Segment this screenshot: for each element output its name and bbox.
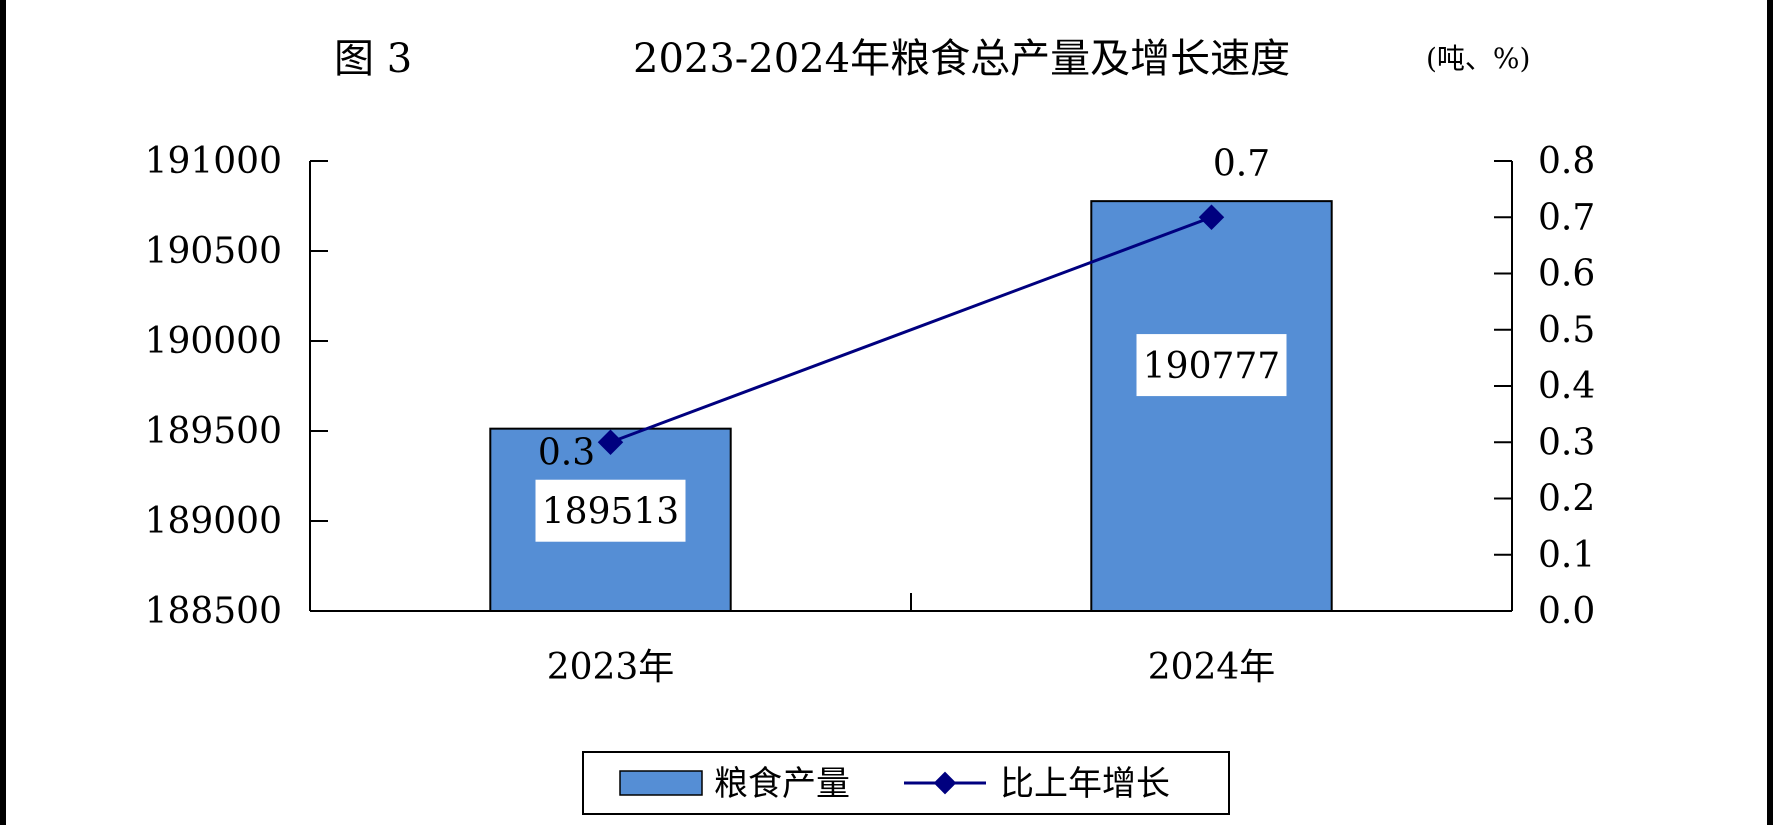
- x-axis-ticks: 2023年 2024年: [547, 593, 1276, 688]
- legend-swatch-marker: [933, 771, 957, 795]
- legend: 粮食产量 比上年增长: [582, 751, 1230, 815]
- left-axis-ticks: 188500 189000 189500 190000 190500 191000: [145, 141, 328, 632]
- left-tick-label: 190500: [145, 231, 282, 272]
- bar-data-label-box: [1136, 334, 1287, 397]
- chart-title: 2023-2024年粮食总产量及增长速度: [633, 36, 1290, 82]
- right-tick-label: 0.7: [1538, 197, 1595, 238]
- growth-line: [609, 215, 1213, 444]
- x-category-label: 2023年: [547, 647, 675, 688]
- bar-data-label-box: [535, 479, 686, 542]
- unit-label: (吨、%): [1426, 42, 1530, 75]
- figure-number: 图 3: [334, 36, 412, 82]
- bars: [489, 200, 1333, 612]
- bar-data-label: 190777: [1143, 346, 1280, 387]
- legend-label-growth: 比上年增长: [1000, 764, 1170, 804]
- right-tick-label: 0.5: [1538, 310, 1595, 351]
- growth-data-label: 0.7: [1213, 143, 1270, 184]
- right-tick-label: 0.1: [1538, 535, 1595, 576]
- right-tick-label: 0.4: [1538, 366, 1595, 407]
- right-tick-label: 0.3: [1538, 422, 1595, 463]
- right-tick-label: 0.8: [1538, 141, 1595, 182]
- left-tick-label: 189000: [145, 501, 282, 542]
- left-tick-label: 188500: [145, 591, 282, 632]
- bar-data-labels: 189513 190777: [535, 334, 1287, 542]
- growth-data-labels: 0.3 0.7: [538, 143, 1270, 473]
- right-axis-ticks: 0.0 0.1 0.2 0.3 0.4 0.5 0.6 0.7 0.8: [1494, 141, 1595, 632]
- bar: [1090, 200, 1333, 612]
- right-tick-label: 0.0: [1538, 591, 1595, 632]
- left-tick-label: 191000: [145, 141, 282, 182]
- growth-data-label: 0.3: [538, 432, 595, 473]
- legend-label-production: 粮食产量: [714, 764, 850, 804]
- right-tick-label: 0.6: [1538, 254, 1595, 295]
- left-tick-label: 190000: [145, 321, 282, 362]
- x-category-label: 2024年: [1148, 647, 1276, 688]
- right-tick-label: 0.2: [1538, 479, 1595, 520]
- legend-swatch-bar: [619, 770, 703, 796]
- left-tick-label: 189500: [145, 411, 282, 452]
- growth-point: [597, 429, 624, 455]
- bar-data-label: 189513: [542, 492, 679, 533]
- chart-svg: 图 3 2023-2024年粮食总产量及增长速度 (吨、%) 188500 189…: [145, 36, 1595, 815]
